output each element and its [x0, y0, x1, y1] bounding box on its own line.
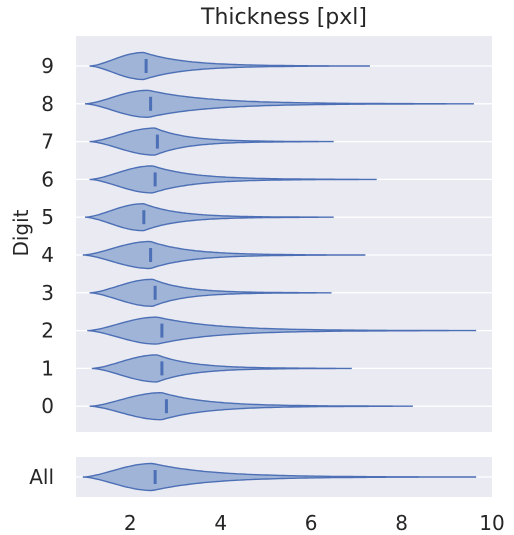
y-tick-label: 0 [41, 394, 54, 418]
y-tick-labels: 9 8 7 6 5 4 3 2 1 0 All [29, 54, 54, 489]
y-tick-label: 6 [41, 167, 54, 191]
x-tick-label: 2 [124, 511, 137, 535]
x-tick-label: 10 [479, 511, 504, 535]
x-tick-label: 8 [395, 511, 408, 535]
x-tick-labels: 2 4 6 8 10 [124, 511, 505, 535]
y-tick-label: 3 [41, 281, 54, 305]
y-tick-label: 7 [41, 130, 54, 154]
y-tick-label: All [29, 465, 54, 489]
y-tick-label: 4 [41, 243, 54, 267]
x-tick-label: 4 [214, 511, 227, 535]
y-tick-label: 8 [41, 92, 54, 116]
y-axis-label: Digit [9, 209, 33, 256]
chart-title: Thickness [pxl] [200, 5, 367, 30]
y-tick-label: 9 [41, 54, 54, 78]
y-tick-label: 1 [41, 356, 54, 380]
y-tick-label: 5 [41, 205, 54, 229]
x-tick-label: 6 [305, 511, 318, 535]
y-tick-label: 2 [41, 319, 54, 343]
